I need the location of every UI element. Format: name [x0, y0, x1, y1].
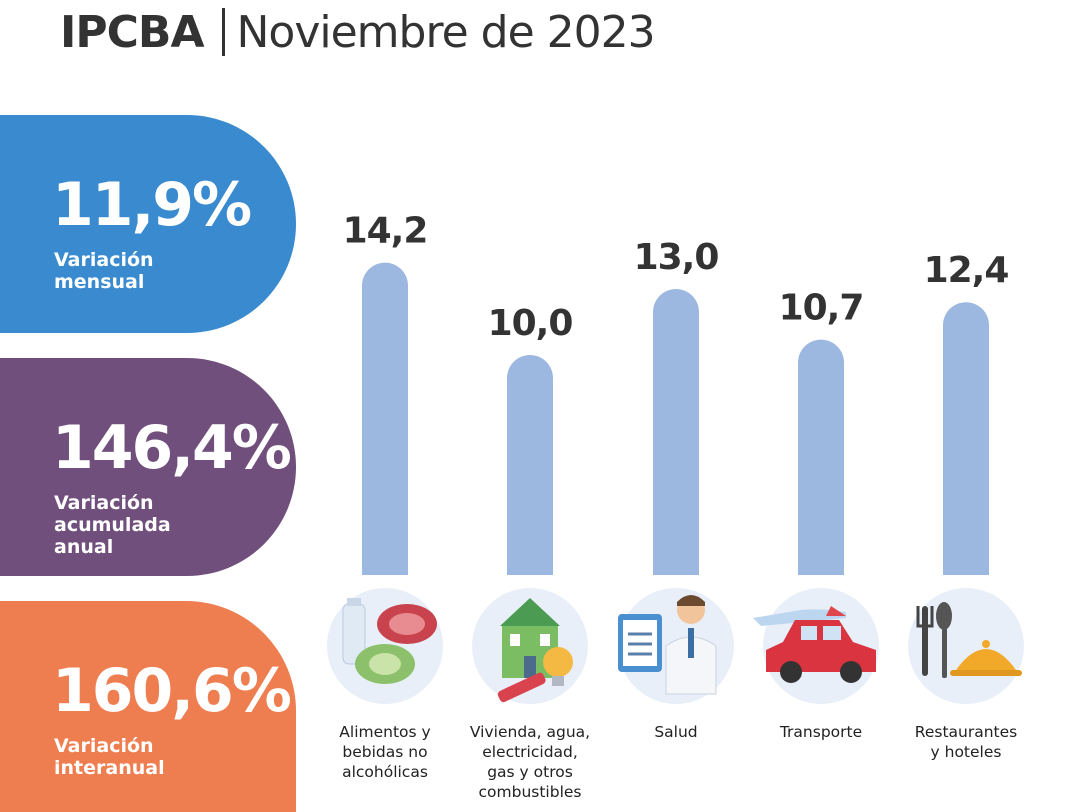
- brand-title: IPCBA: [60, 6, 204, 58]
- stat-card-cumulative: 146,4% Variación acumulada anual: [0, 358, 296, 576]
- transport-icon-glyph: [753, 606, 876, 683]
- category-label: Vivienda, agua, electricidad, gas y otro…: [469, 723, 591, 801]
- bar: [653, 289, 699, 575]
- health-icon-glyph: [618, 595, 717, 695]
- stat-yearly-label: Variación interanual: [54, 735, 165, 779]
- page-header: IPCBA Noviembre de 2023: [60, 4, 656, 60]
- stat-monthly-label: Variación mensual: [54, 249, 154, 293]
- stat-yearly-value: 160,6%: [52, 656, 292, 726]
- bar: [507, 355, 553, 575]
- bar: [943, 302, 989, 575]
- bar-value-label: 14,2: [343, 211, 428, 252]
- bar: [798, 339, 844, 575]
- stat-card-monthly: 11,9% Variación mensual: [0, 115, 296, 333]
- bar-value-label: 10,7: [779, 288, 864, 329]
- food-icon-glyph: [342, 598, 437, 684]
- stat-cumulative-label: Variación acumulada anual: [54, 492, 171, 558]
- header-divider: [221, 8, 225, 56]
- category-label: Salud: [654, 723, 698, 741]
- bar: [362, 262, 408, 575]
- restaurant-icon-glyph: [916, 602, 1022, 678]
- category-label: Restaurantes y hoteles: [914, 723, 1018, 761]
- period-title: Noviembre de 2023: [236, 6, 656, 58]
- bar-value-label: 10,0: [488, 303, 573, 344]
- category-label: Alimentos y bebidas no alcohólicas: [339, 723, 431, 781]
- stat-monthly-value: 11,9%: [52, 170, 252, 240]
- category-label: Transporte: [779, 723, 863, 741]
- stat-cumulative-value: 146,4%: [52, 413, 292, 483]
- stat-card-yearly: 160,6% Variación interanual: [0, 601, 296, 812]
- housing-icon-glyph: [497, 598, 573, 703]
- bar-value-label: 12,4: [924, 250, 1009, 291]
- bar-value-label: 13,0: [634, 237, 719, 278]
